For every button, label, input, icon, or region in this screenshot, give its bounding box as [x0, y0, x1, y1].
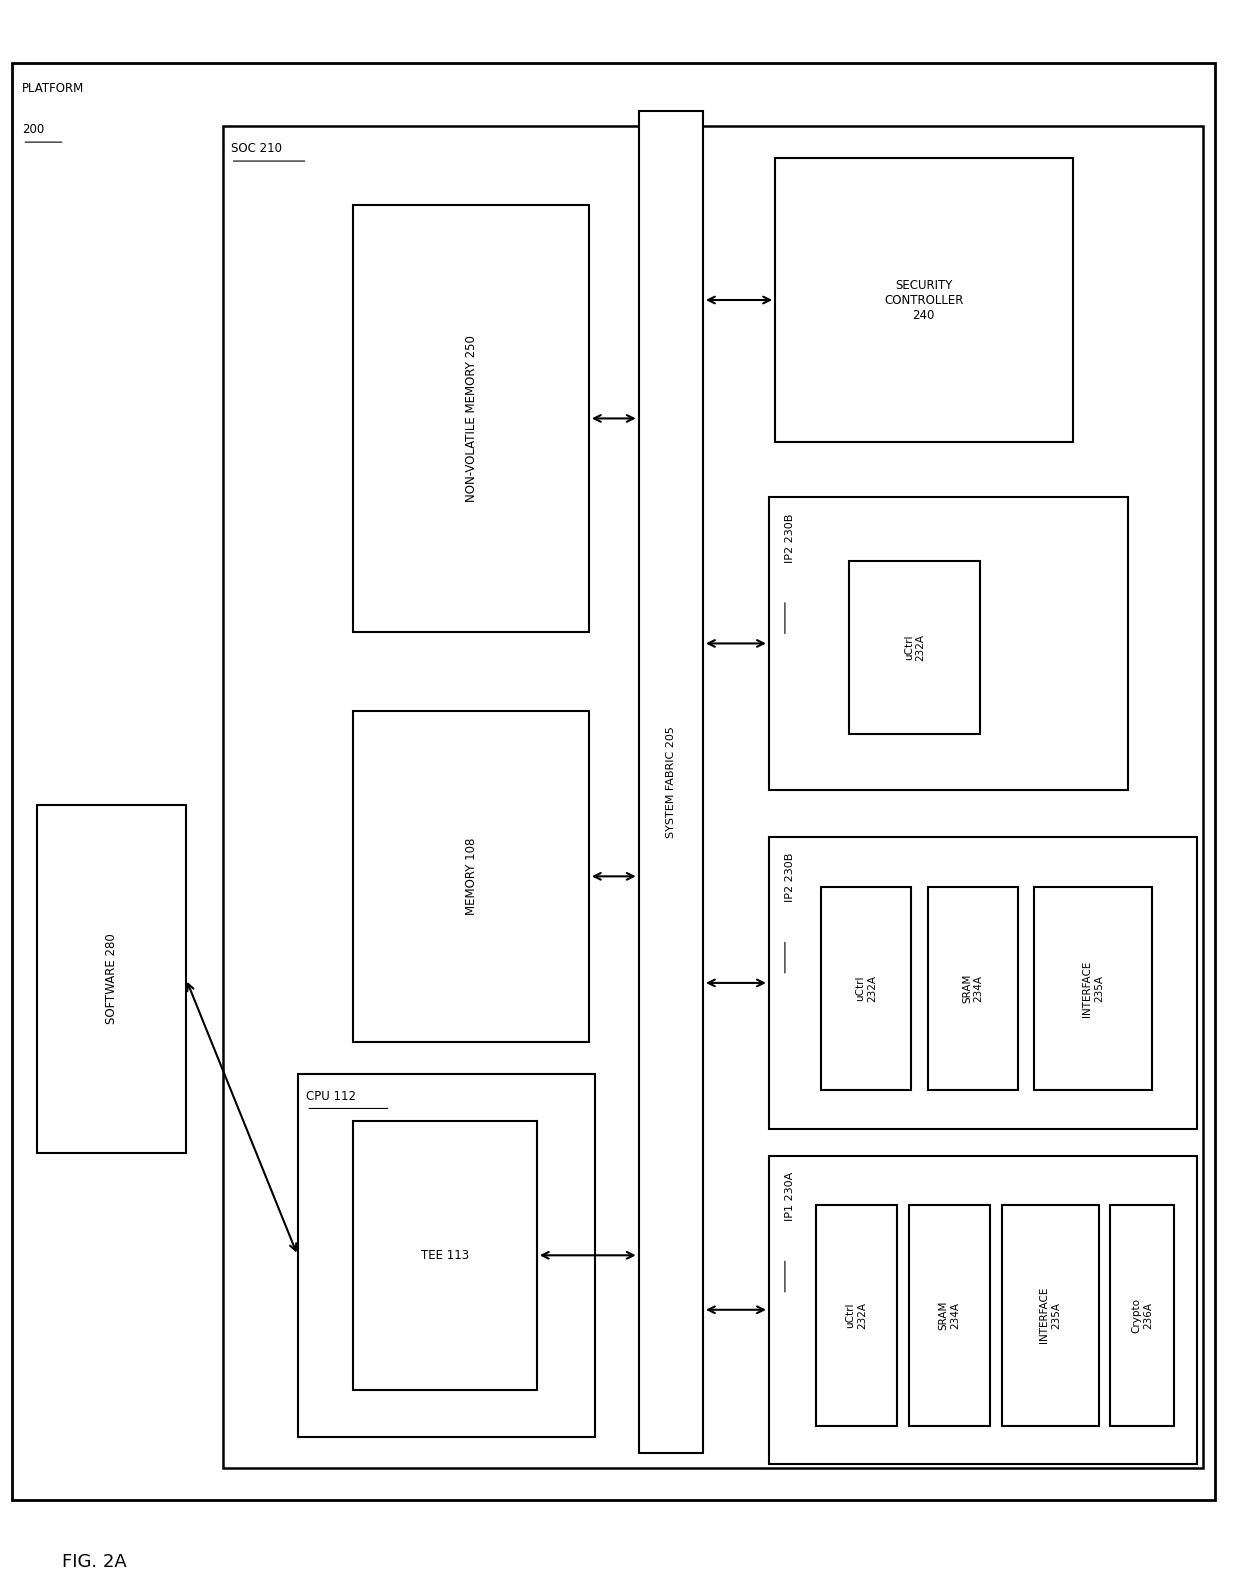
- FancyBboxPatch shape: [1110, 1205, 1174, 1426]
- FancyBboxPatch shape: [298, 1074, 595, 1437]
- Text: uCtrl
232A: uCtrl 232A: [904, 633, 925, 662]
- Text: SRAM
234A: SRAM 234A: [939, 1301, 960, 1330]
- FancyBboxPatch shape: [353, 711, 589, 1042]
- FancyBboxPatch shape: [639, 111, 703, 1453]
- Text: NON-VOLATILE MEMORY 250: NON-VOLATILE MEMORY 250: [465, 335, 477, 502]
- FancyBboxPatch shape: [769, 497, 1128, 790]
- Text: IP2 230B: IP2 230B: [785, 853, 795, 902]
- FancyBboxPatch shape: [223, 126, 1203, 1468]
- Text: CPU 112: CPU 112: [306, 1090, 356, 1102]
- Text: SOC 210: SOC 210: [231, 142, 281, 155]
- FancyBboxPatch shape: [909, 1205, 990, 1426]
- FancyBboxPatch shape: [1002, 1205, 1099, 1426]
- FancyBboxPatch shape: [775, 158, 1073, 442]
- Text: PLATFORM: PLATFORM: [22, 82, 84, 95]
- FancyBboxPatch shape: [37, 805, 186, 1153]
- Text: IP1 230A: IP1 230A: [785, 1172, 795, 1221]
- FancyBboxPatch shape: [928, 887, 1018, 1090]
- Text: IP2 230B: IP2 230B: [785, 513, 795, 562]
- FancyBboxPatch shape: [769, 837, 1197, 1129]
- Text: MEMORY 108: MEMORY 108: [465, 837, 477, 916]
- Text: uCtrl
232A: uCtrl 232A: [856, 974, 877, 1003]
- Text: 200: 200: [22, 123, 45, 136]
- FancyBboxPatch shape: [353, 205, 589, 632]
- FancyBboxPatch shape: [1034, 887, 1152, 1090]
- Text: SECURITY
CONTROLLER
240: SECURITY CONTROLLER 240: [884, 278, 963, 322]
- Text: SOFTWARE 280: SOFTWARE 280: [105, 933, 118, 1025]
- FancyBboxPatch shape: [353, 1121, 537, 1390]
- FancyBboxPatch shape: [821, 887, 911, 1090]
- Text: FIG. 2A: FIG. 2A: [62, 1554, 126, 1571]
- FancyBboxPatch shape: [769, 1156, 1197, 1464]
- Text: INTERFACE
235A: INTERFACE 235A: [1083, 960, 1104, 1017]
- Text: uCtrl
232A: uCtrl 232A: [846, 1301, 867, 1330]
- Text: TEE 113: TEE 113: [422, 1249, 469, 1262]
- Text: SRAM
234A: SRAM 234A: [962, 974, 983, 1003]
- Text: INTERFACE
235A: INTERFACE 235A: [1039, 1287, 1061, 1344]
- FancyBboxPatch shape: [849, 561, 980, 734]
- Text: SYSTEM FABRIC 205: SYSTEM FABRIC 205: [666, 726, 676, 837]
- FancyBboxPatch shape: [12, 63, 1215, 1500]
- FancyBboxPatch shape: [816, 1205, 897, 1426]
- Text: Crypto
236A: Crypto 236A: [1131, 1298, 1153, 1333]
